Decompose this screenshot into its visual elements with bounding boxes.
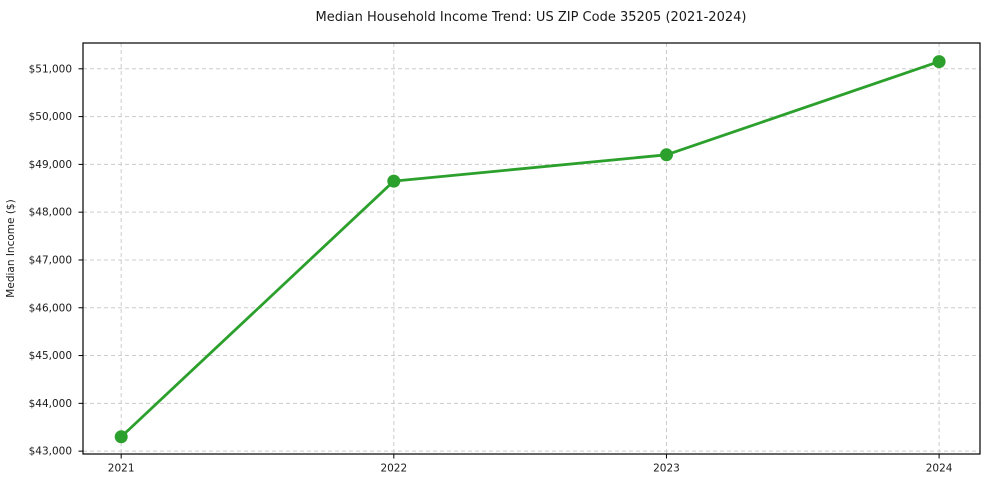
y-tick-label: $49,000	[29, 159, 72, 171]
grid-layer	[83, 43, 980, 454]
plot-border	[82, 42, 981, 455]
data-point-2023	[660, 148, 673, 162]
y-axis-label: Median Income ($)	[5, 199, 17, 297]
x-tick-label: 2021	[108, 463, 135, 475]
y-tick-label: $43,000	[29, 446, 72, 458]
x-tick-label: 2024	[926, 463, 953, 475]
axes-layer: $43,000 $44,000 $45,000 $46,000 $47,000 $48,0…	[29, 42, 981, 475]
data-point-2021	[114, 430, 128, 444]
y-tick-label: $51,000	[29, 63, 72, 75]
data-point-2022	[387, 174, 401, 188]
trend-line	[119, 60, 941, 439]
y-tick-label: $50,000	[29, 111, 72, 123]
x-tick-label: 2022	[380, 463, 407, 475]
y-tick-label: $44,000	[29, 398, 72, 410]
chart-title: Median Household Income Trend: US ZIP Co…	[316, 10, 747, 25]
y-tick-label: $48,000	[29, 207, 72, 219]
y-tick-label: $45,000	[29, 350, 72, 362]
y-tick-label: $46,000	[29, 302, 72, 314]
data-point-2024	[932, 55, 946, 69]
y-tick-label: $47,000	[29, 254, 72, 266]
series-layer	[114, 55, 946, 444]
x-tick-label: 2023	[653, 463, 680, 475]
